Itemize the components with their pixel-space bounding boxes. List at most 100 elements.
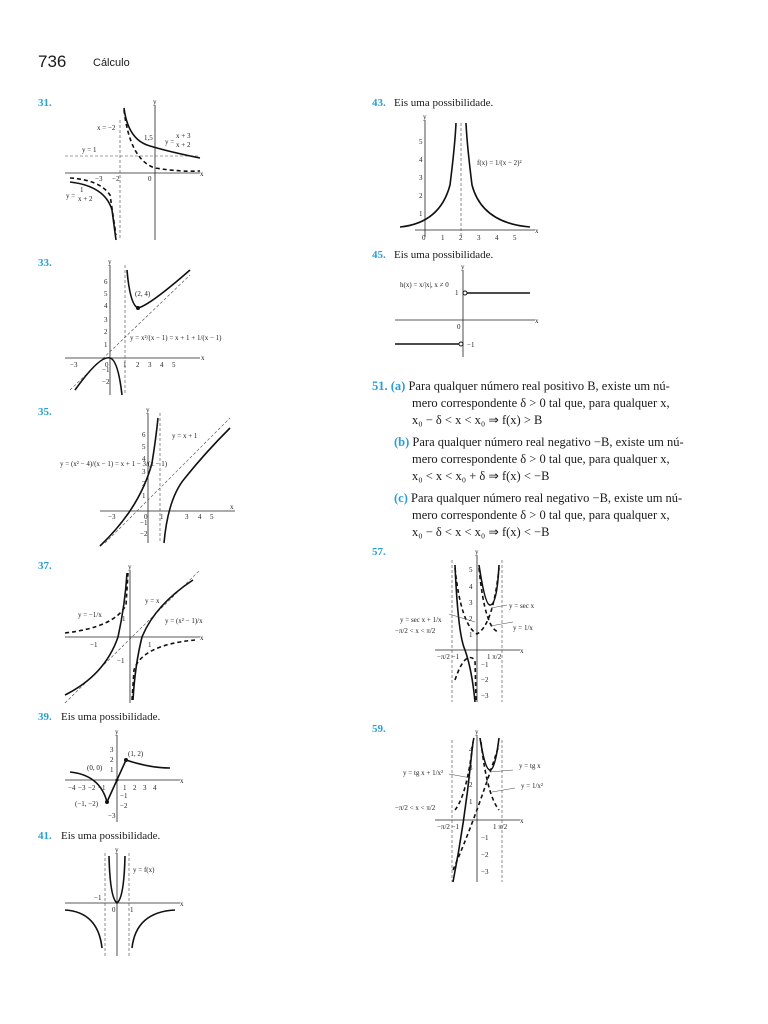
tick-0: 0 bbox=[148, 175, 152, 183]
label-y-x: y = x bbox=[145, 597, 160, 605]
svg-text:−1: −1 bbox=[481, 661, 489, 669]
svg-text:y = tg x: y = tg x bbox=[519, 762, 541, 770]
svg-text:−π/2 < x < π/2: −π/2 < x < π/2 bbox=[395, 804, 436, 812]
graph-41: y = f(x) −1 0 1 x y bbox=[64, 846, 184, 956]
label-eq-33: y = x²/(x − 1) = x + 1 + 1/(x − 1) bbox=[130, 334, 222, 342]
problem-43-caption: Eis uma possibilidade. bbox=[394, 97, 494, 109]
svg-text:−1: −1 bbox=[94, 894, 102, 902]
svg-text:y = sec x: y = sec x bbox=[509, 602, 535, 610]
svg-text:y: y bbox=[461, 263, 465, 271]
svg-text:4: 4 bbox=[160, 361, 164, 369]
svg-text:3: 3 bbox=[477, 234, 481, 242]
svg-text:1: 1 bbox=[419, 210, 423, 218]
svg-text:4: 4 bbox=[469, 583, 473, 591]
svg-text:4: 4 bbox=[104, 302, 108, 310]
svg-text:−3: −3 bbox=[78, 784, 86, 792]
label-asym-35: y = x + 1 bbox=[172, 432, 198, 440]
svg-text:−3: −3 bbox=[70, 361, 78, 369]
graph-31: x = −2 y = 1 y = x + 3 x + 2 y = 1 x + 2… bbox=[65, 98, 204, 241]
svg-text:2: 2 bbox=[110, 756, 114, 764]
graph-39: (1, 2) (0, 0) (−1, −2) −4 −3 −2 −1 1 2 3… bbox=[65, 728, 184, 822]
axis-x: x bbox=[200, 170, 204, 178]
label-x-minus-2: x = −2 bbox=[97, 124, 116, 132]
svg-text:−4: −4 bbox=[68, 784, 76, 792]
svg-text:5: 5 bbox=[210, 513, 214, 521]
svg-text:1: 1 bbox=[123, 361, 127, 369]
problem-45-caption: Eis uma possibilidade. bbox=[394, 249, 494, 261]
svg-text:−π/2 −1: −π/2 −1 bbox=[437, 823, 460, 831]
tick-m3: −3 bbox=[95, 175, 103, 183]
svg-text:5: 5 bbox=[142, 443, 146, 451]
svg-text:−3: −3 bbox=[108, 513, 116, 521]
problem-35-number: 35. bbox=[38, 406, 52, 418]
svg-text:2: 2 bbox=[469, 781, 473, 789]
problem-43-number: 43. bbox=[372, 97, 386, 109]
svg-text:5: 5 bbox=[104, 290, 108, 298]
svg-text:x: x bbox=[535, 227, 539, 235]
svg-text:3: 3 bbox=[104, 316, 108, 324]
svg-text:−1: −1 bbox=[117, 657, 125, 665]
graph-57: y = sec x + 1/x −π/2 < x < π/2 y = sec x… bbox=[395, 548, 535, 703]
svg-text:h(x) = x/|x|, x ≠ 0: h(x) = x/|x|, x ≠ 0 bbox=[400, 281, 449, 289]
svg-text:1: 1 bbox=[122, 615, 126, 623]
problem-41-caption: Eis uma possibilidade. bbox=[61, 830, 161, 842]
svg-text:0: 0 bbox=[105, 361, 109, 369]
svg-text:4: 4 bbox=[495, 234, 499, 242]
svg-text:4: 4 bbox=[198, 513, 202, 521]
svg-text:2: 2 bbox=[104, 328, 108, 336]
svg-text:0: 0 bbox=[457, 323, 461, 331]
svg-text:(1, 2): (1, 2) bbox=[128, 750, 144, 758]
graph-59: y = tg x + 1/x² −π/2 < x < π/2 y = tg x … bbox=[395, 728, 543, 883]
svg-text:x: x bbox=[200, 634, 204, 642]
label-f2: y = bbox=[66, 192, 75, 200]
svg-text:1: 1 bbox=[469, 631, 473, 639]
svg-text:−π/2 < x < π/2: −π/2 < x < π/2 bbox=[395, 627, 436, 635]
svg-text:3: 3 bbox=[110, 746, 114, 754]
svg-text:1: 1 bbox=[123, 784, 127, 792]
svg-text:y: y bbox=[115, 846, 119, 854]
svg-text:f(x) = 1/(x − 2)²: f(x) = 1/(x − 2)² bbox=[477, 159, 522, 167]
svg-text:0: 0 bbox=[112, 906, 116, 914]
svg-text:−1: −1 bbox=[140, 519, 148, 527]
svg-text:6: 6 bbox=[104, 278, 108, 286]
svg-text:3: 3 bbox=[469, 764, 473, 772]
svg-text:y = tg x + 1/x²: y = tg x + 1/x² bbox=[403, 769, 443, 777]
svg-text:1 π/2: 1 π/2 bbox=[487, 653, 502, 661]
svg-text:(−1, −2): (−1, −2) bbox=[75, 800, 99, 808]
page-number: 736 bbox=[38, 52, 67, 71]
axis-y: y bbox=[153, 98, 157, 106]
svg-text:y: y bbox=[475, 728, 479, 736]
svg-text:6: 6 bbox=[142, 431, 146, 439]
svg-text:−π/2 −1: −π/2 −1 bbox=[437, 653, 460, 661]
svg-text:x: x bbox=[230, 503, 234, 511]
svg-text:−1: −1 bbox=[120, 792, 128, 800]
svg-text:5: 5 bbox=[469, 566, 473, 574]
svg-text:2: 2 bbox=[459, 234, 463, 242]
svg-text:−1: −1 bbox=[467, 341, 475, 349]
svg-text:y = 1/x: y = 1/x bbox=[513, 624, 533, 632]
svg-text:2: 2 bbox=[469, 615, 473, 623]
svg-text:1: 1 bbox=[142, 492, 146, 500]
svg-text:−3: −3 bbox=[481, 868, 489, 876]
svg-text:−2: −2 bbox=[140, 530, 148, 538]
svg-text:0: 0 bbox=[422, 234, 426, 242]
label-f1-den: x + 2 bbox=[176, 141, 191, 149]
svg-text:−3: −3 bbox=[481, 692, 489, 700]
problem-39-caption: Eis uma possibilidade. bbox=[61, 711, 161, 723]
svg-text:−3: −3 bbox=[108, 812, 116, 820]
svg-text:x: x bbox=[180, 777, 184, 785]
tick-1-5: 1,5 bbox=[144, 134, 153, 142]
svg-text:(0, 0): (0, 0) bbox=[87, 764, 103, 772]
svg-text:4: 4 bbox=[419, 156, 423, 164]
label-f2-37: y = (x² − 1)/x bbox=[165, 617, 203, 625]
label-point-2-4: (2, 4) bbox=[135, 290, 151, 298]
svg-text:x: x bbox=[520, 817, 524, 825]
graph-43: f(x) = 1/(x − 2)² 0 1 2 3 4 5 5 4 3 2 1 … bbox=[399, 113, 539, 242]
tick-m2: −2 bbox=[112, 175, 120, 183]
svg-text:1: 1 bbox=[148, 641, 152, 649]
svg-text:−2: −2 bbox=[481, 851, 489, 859]
problem-31-number: 31. bbox=[38, 97, 52, 109]
graph-37: y = x y = −1/x y = (x² − 1)/x 1 −1 1 −1 … bbox=[64, 563, 204, 704]
svg-text:1: 1 bbox=[441, 234, 445, 242]
svg-text:−2: −2 bbox=[102, 378, 110, 386]
